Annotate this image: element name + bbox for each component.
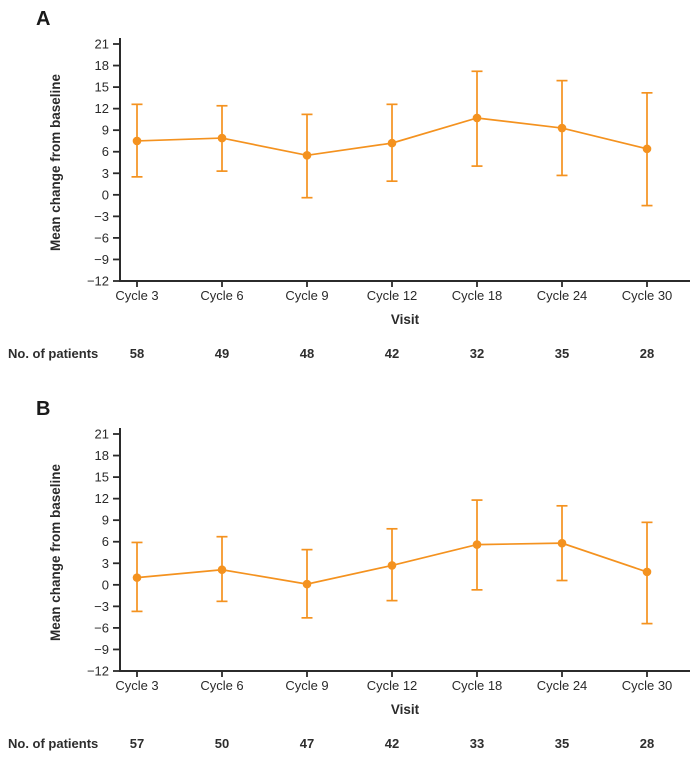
patients-value: 58 — [129, 346, 145, 361]
patients-row-a: No. of patients 58 49 48 42 32 35 28 — [0, 346, 693, 366]
patients-value: 35 — [554, 346, 570, 361]
patients-value: 48 — [299, 346, 315, 361]
y-tick-label: 3 — [102, 556, 109, 571]
data-point — [557, 538, 567, 548]
y-tick-label: 9 — [102, 123, 109, 138]
y-tick-label: 0 — [102, 187, 109, 202]
y-tick-label: −9 — [94, 642, 109, 657]
data-point — [132, 136, 142, 146]
data-point — [217, 565, 227, 575]
y-tick-label: −3 — [94, 209, 109, 224]
panel-a: A 21 18 15 12 9 6 3 0 −3 −6 −9 −12 Cycle 3 Cycle 6 Cyc… — [0, 8, 693, 366]
y-tick-label: 0 — [102, 577, 109, 592]
y-tick-label: −12 — [87, 274, 109, 289]
y-tick-label: 21 — [95, 37, 109, 52]
x-tick-label: Cycle 12 — [367, 678, 418, 693]
patients-value: 57 — [129, 736, 145, 751]
data-point — [302, 151, 312, 160]
patients-value: 42 — [384, 346, 400, 361]
panel-b-label: B — [36, 398, 51, 420]
patients-value: 32 — [469, 346, 485, 361]
y-tick-label: −6 — [94, 620, 109, 635]
y-axis-title: Mean change from baseline — [48, 463, 63, 641]
chart-panel-b: 21 18 15 12 9 6 3 0 −3 −6 −9 −12 Cycle 3 Cycle 6 Cycle… — [48, 427, 690, 717]
x-tick-label: Cycle 9 — [285, 678, 328, 693]
y-tick-label: 18 — [95, 448, 109, 463]
x-tick-label: Cycle 18 — [452, 288, 503, 303]
x-tick-label: Cycle 6 — [200, 288, 243, 303]
chart-panel-a: 21 18 15 12 9 6 3 0 −3 −6 −9 −12 Cycle 3 Cycle 6 Cycle… — [48, 37, 690, 327]
patients-value: 28 — [639, 346, 655, 361]
x-axis-title: Visit — [391, 312, 420, 327]
y-tick-label: 6 — [102, 144, 109, 159]
x-tick-label: Cycle 3 — [115, 288, 158, 303]
patients-value: 47 — [299, 736, 315, 751]
y-tick-label: 12 — [95, 491, 109, 506]
data-point — [387, 138, 397, 148]
data-point — [472, 540, 482, 549]
y-tick-label: 18 — [95, 58, 109, 73]
patients-value: 42 — [384, 736, 400, 751]
x-tick-label: Cycle 3 — [115, 678, 158, 693]
x-tick-label: Cycle 24 — [537, 288, 588, 303]
y-tick-label: 15 — [95, 80, 109, 95]
patients-value: 49 — [214, 346, 230, 361]
data-point — [387, 561, 397, 570]
patients-value: 35 — [554, 736, 570, 751]
y-tick-label: 15 — [95, 470, 109, 485]
y-tick-label: −6 — [94, 230, 109, 245]
patients-row-label: No. of patients — [8, 346, 99, 361]
data-point — [557, 123, 567, 133]
patients-value: 28 — [639, 736, 655, 751]
y-tick-label: −3 — [94, 599, 109, 614]
y-tick-label: −9 — [94, 252, 109, 267]
x-tick-label: Cycle 6 — [200, 678, 243, 693]
y-tick-label: 12 — [95, 101, 109, 116]
x-tick-label: Cycle 9 — [285, 288, 328, 303]
y-tick-label: 3 — [102, 166, 109, 181]
data-point — [642, 144, 652, 154]
x-tick-label: Cycle 24 — [537, 678, 588, 693]
patients-row-b: No. of patients 57 50 47 42 33 35 28 — [0, 736, 693, 756]
x-tick-label: Cycle 30 — [622, 678, 673, 693]
patients-value: 33 — [469, 736, 485, 751]
data-point — [132, 573, 142, 582]
patients-value: 50 — [214, 736, 230, 751]
x-tick-label: Cycle 30 — [622, 288, 673, 303]
y-tick-label: 9 — [102, 513, 109, 528]
panel-b: B 21 18 15 12 9 6 3 0 −3 −6 −9 −12 Cycle 3 Cycle 6 Cyc… — [0, 390, 693, 774]
y-axis-title: Mean change from baseline — [48, 73, 63, 251]
data-point — [472, 113, 482, 123]
data-point — [302, 579, 312, 589]
x-tick-label: Cycle 12 — [367, 288, 418, 303]
y-tick-label: 6 — [102, 534, 109, 549]
x-tick-label: Cycle 18 — [452, 678, 503, 693]
data-point — [642, 567, 652, 577]
panel-a-label: A — [36, 8, 51, 30]
y-tick-label: −12 — [87, 664, 109, 679]
data-point — [217, 133, 227, 143]
y-tick-label: 21 — [95, 427, 109, 442]
patients-row-label: No. of patients — [8, 736, 99, 751]
x-axis-title: Visit — [391, 702, 420, 717]
